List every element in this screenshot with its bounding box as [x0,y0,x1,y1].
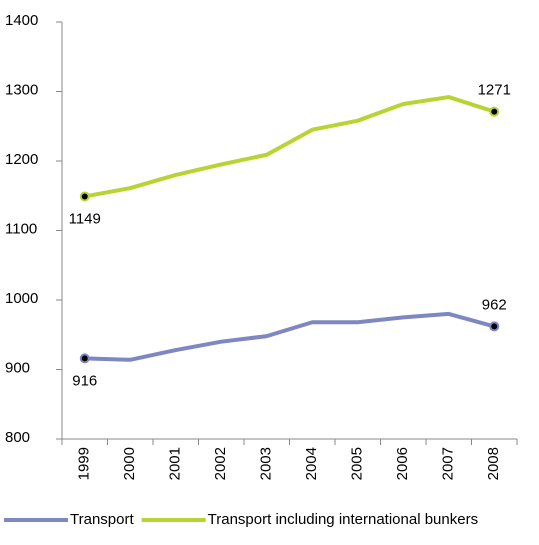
y-tick-label: 800 [5,429,30,446]
data-label: 962 [482,296,507,313]
point-marker [79,353,90,364]
y-tick-label: 1300 [5,81,38,98]
legend-label: Transport [70,511,134,528]
legend-label: Transport including international bunker… [208,511,478,528]
point-marker [489,321,500,332]
point-marker [489,106,500,117]
y-tick-label: 1100 [5,220,37,237]
x-tick-label: 2008 [485,447,502,480]
data-label: 916 [72,372,97,389]
x-tick-label: 2002 [212,447,229,480]
x-tick-label: 2004 [303,447,320,480]
series-line [84,311,495,362]
x-tick-label: 2006 [394,447,411,480]
y-tick-label: 900 [5,359,30,376]
x-tick-label: 2007 [440,447,457,480]
point-marker [79,191,90,202]
x-tick-label: 2003 [258,447,275,480]
y-tick-label: 1400 [5,12,38,29]
x-tick-label: 1999 [76,447,93,480]
y-tick-label: 1200 [5,151,38,168]
x-tick-label: 2005 [349,447,366,480]
x-tick-label: 2000 [121,447,138,480]
series-line [84,95,495,199]
x-tick-label: 2001 [167,447,184,480]
y-tick-label: 1000 [5,290,38,307]
data-label: 1271 [478,82,511,99]
data-label: 1149 [69,210,101,227]
